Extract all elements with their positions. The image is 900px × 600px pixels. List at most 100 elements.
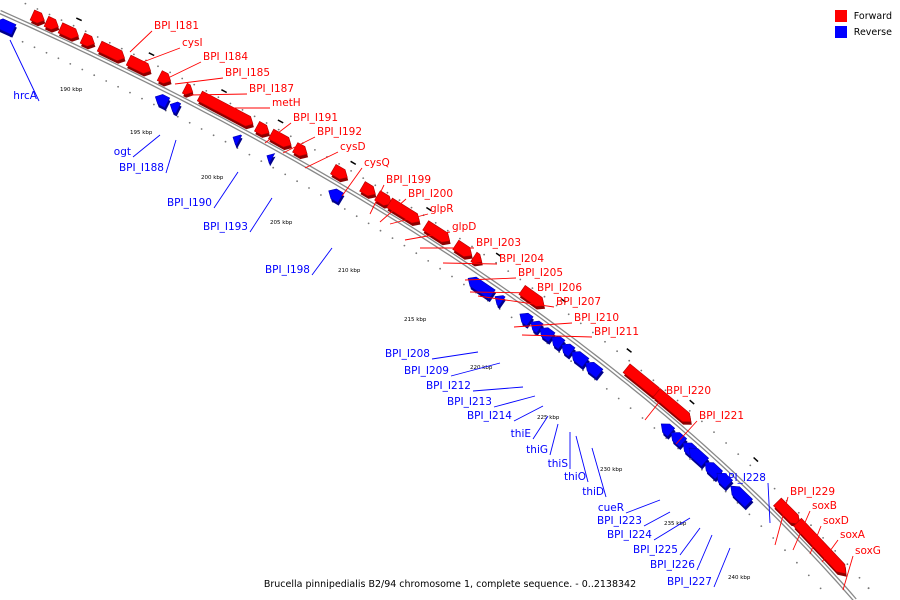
scale-dot — [72, 24, 75, 27]
forward-gene-label-leader — [809, 525, 822, 555]
scale-dot — [141, 97, 143, 100]
forward-gene-label: soxA — [840, 529, 866, 541]
scale-dot — [570, 360, 572, 362]
forward-gene-label-leader — [304, 151, 339, 169]
reverse-gene-label: thiE — [511, 428, 531, 440]
scale-dot — [510, 316, 513, 319]
reverse-gene-label: BPI_I208 — [385, 348, 430, 360]
forward-gene-label-leader — [469, 291, 536, 294]
forward-gene-label-leader — [129, 30, 153, 53]
forward-gene-label: BPI_I181 — [154, 20, 199, 32]
scale-dot — [96, 36, 99, 38]
scale-tick — [689, 399, 695, 405]
reverse-gene-label-leader — [532, 415, 549, 440]
scale-dot — [579, 322, 582, 325]
reverse-gene-label-leader — [249, 197, 273, 233]
scale-dot — [188, 121, 191, 124]
scale-dot — [796, 561, 798, 564]
scale-dot — [748, 513, 751, 516]
scale-dot — [773, 487, 776, 490]
scale-dot — [784, 549, 786, 552]
reverse-gene — [519, 312, 534, 327]
reverse-gene — [730, 485, 753, 508]
scale-dot — [822, 537, 824, 539]
forward-gene — [253, 120, 270, 136]
reverse-gene-label-leader — [575, 435, 589, 483]
scale-dot — [629, 407, 632, 409]
scale-dot — [296, 180, 298, 183]
forward-gene-label: BPI_I200 — [408, 188, 453, 200]
scale-dot — [105, 80, 108, 82]
scale-dot — [604, 340, 606, 343]
forward-gene-label-leader — [389, 213, 429, 225]
scale-tick — [425, 206, 432, 212]
reverse-swatch — [834, 26, 847, 38]
forward-gene-label-leader — [174, 77, 224, 85]
forward-gene-label-leader — [341, 167, 363, 197]
scale-dot — [749, 464, 752, 467]
scale-dot — [605, 388, 608, 390]
reverse-gene — [467, 276, 496, 300]
scale-dot — [272, 166, 275, 169]
scale-dot — [33, 46, 36, 49]
scale-dot — [724, 490, 727, 493]
reverse-gene — [328, 188, 344, 204]
scale-dot — [181, 77, 184, 80]
scale-dot — [48, 13, 51, 16]
scale-dot — [459, 237, 461, 240]
scale-dot — [846, 563, 849, 566]
scale-tick-label: 190 kbp — [60, 87, 83, 93]
scale-dot — [308, 187, 310, 189]
forward-gene-label-leader — [167, 61, 202, 79]
forward-gene-label: BPI_I206 — [537, 282, 582, 294]
forward-gene-label-leader — [675, 420, 698, 445]
forward-gene — [622, 363, 662, 397]
forward-gene — [43, 15, 59, 30]
forward-gene-label-leader — [464, 277, 517, 281]
legend-label-reverse: Reverse — [853, 26, 892, 38]
forward-gene-label: soxG — [855, 545, 881, 557]
scale-dot — [652, 379, 655, 382]
reverse-gene-label: thiG — [526, 444, 548, 456]
scale-dot — [241, 109, 244, 111]
legend-item-forward: Forward — [834, 9, 892, 23]
scale-tick-label: 210 kbp — [338, 268, 361, 274]
forward-gene — [29, 9, 45, 24]
reverse-gene-label: thiD — [582, 486, 604, 498]
forward-gene-label: cysD — [340, 141, 366, 153]
scale-dot — [439, 267, 441, 270]
backbone-line — [0, 13, 854, 600]
reverse-gene-label-leader — [165, 139, 177, 174]
forward-gene-label: glpD — [452, 221, 476, 233]
forward-gene — [267, 128, 292, 148]
scale-dot — [415, 252, 418, 255]
scale-dot — [320, 194, 322, 196]
scale-dot — [60, 19, 63, 21]
forward-gene-label-leader — [379, 198, 407, 223]
scale-dot — [391, 237, 394, 240]
scale-dot — [350, 170, 352, 172]
scale-tick-label: 230 kbp — [600, 467, 623, 473]
reverse-gene — [266, 153, 276, 164]
scale-dot — [157, 65, 159, 68]
scale-dot — [120, 47, 123, 50]
reverse-gene-label-leader — [767, 482, 771, 524]
forward-gene — [196, 90, 254, 127]
scale-dot — [289, 135, 292, 138]
reverse-gene-label-leader — [591, 447, 607, 498]
scale-dot — [617, 397, 620, 400]
forward-gene-label-leader — [442, 262, 498, 265]
scale-dot — [398, 199, 401, 202]
forward-gene — [422, 220, 451, 243]
scale-tick — [221, 89, 228, 94]
scale-tick — [148, 52, 155, 57]
reverse-gene-label: BPI_I188 — [119, 162, 164, 174]
reverse-gene-label-leader — [653, 517, 691, 541]
backbone-line — [0, 9, 857, 600]
scale-dot — [858, 576, 861, 579]
reverse-gene-label: cueR — [598, 502, 624, 514]
scale-tick — [626, 348, 632, 353]
reverse-gene — [716, 472, 734, 489]
scale-dot — [495, 261, 497, 264]
reverse-gene-label-leader — [625, 499, 661, 514]
